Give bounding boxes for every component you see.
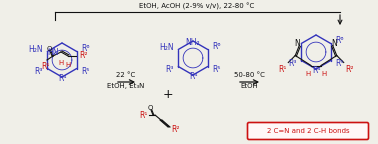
Text: 22 °C: 22 °C: [116, 72, 136, 78]
Text: 2 C=N and 2 C-H bonds: 2 C=N and 2 C-H bonds: [267, 128, 349, 134]
Text: R⁵: R⁵: [81, 67, 90, 75]
Text: R¹: R¹: [41, 62, 49, 71]
Text: R⁵: R⁵: [212, 65, 220, 73]
Text: R¹: R¹: [139, 110, 148, 120]
Text: R¹: R¹: [278, 65, 286, 73]
Text: R⁵: R⁵: [335, 58, 344, 68]
Text: 50-80 °C: 50-80 °C: [234, 72, 265, 78]
Text: R³: R³: [288, 58, 297, 68]
Text: R⁶: R⁶: [335, 36, 344, 46]
Text: NH₂: NH₂: [186, 38, 200, 47]
Text: R²: R²: [346, 65, 354, 73]
Text: R³: R³: [34, 67, 43, 75]
Text: O: O: [147, 105, 153, 111]
Text: H: H: [305, 71, 311, 76]
Text: R⁶: R⁶: [212, 42, 220, 52]
FancyBboxPatch shape: [248, 123, 369, 140]
Text: R²: R²: [171, 125, 180, 133]
Text: H₂N: H₂N: [159, 43, 174, 53]
Text: EtOH, AcOH (2-9% v/v), 22-80 °C: EtOH, AcOH (2-9% v/v), 22-80 °C: [139, 3, 255, 10]
Text: R⁴: R⁴: [189, 72, 197, 81]
Text: EtOH, Et₃N: EtOH, Et₃N: [107, 83, 145, 89]
Text: R⁴: R⁴: [312, 66, 320, 75]
Text: O: O: [46, 46, 52, 52]
Text: N: N: [294, 39, 300, 48]
Text: HN: HN: [48, 48, 59, 57]
Text: EtOH: EtOH: [240, 83, 258, 89]
Text: R³: R³: [166, 65, 174, 73]
Text: R²: R²: [79, 52, 87, 60]
Text: H₂N: H₂N: [28, 46, 43, 54]
Text: +: +: [163, 89, 173, 102]
Text: N: N: [332, 39, 338, 48]
Text: R⁴: R⁴: [58, 74, 66, 83]
Text: R⁶: R⁶: [81, 44, 90, 54]
Text: H: H: [65, 62, 71, 68]
Text: H: H: [321, 71, 327, 76]
Text: H: H: [58, 60, 64, 66]
